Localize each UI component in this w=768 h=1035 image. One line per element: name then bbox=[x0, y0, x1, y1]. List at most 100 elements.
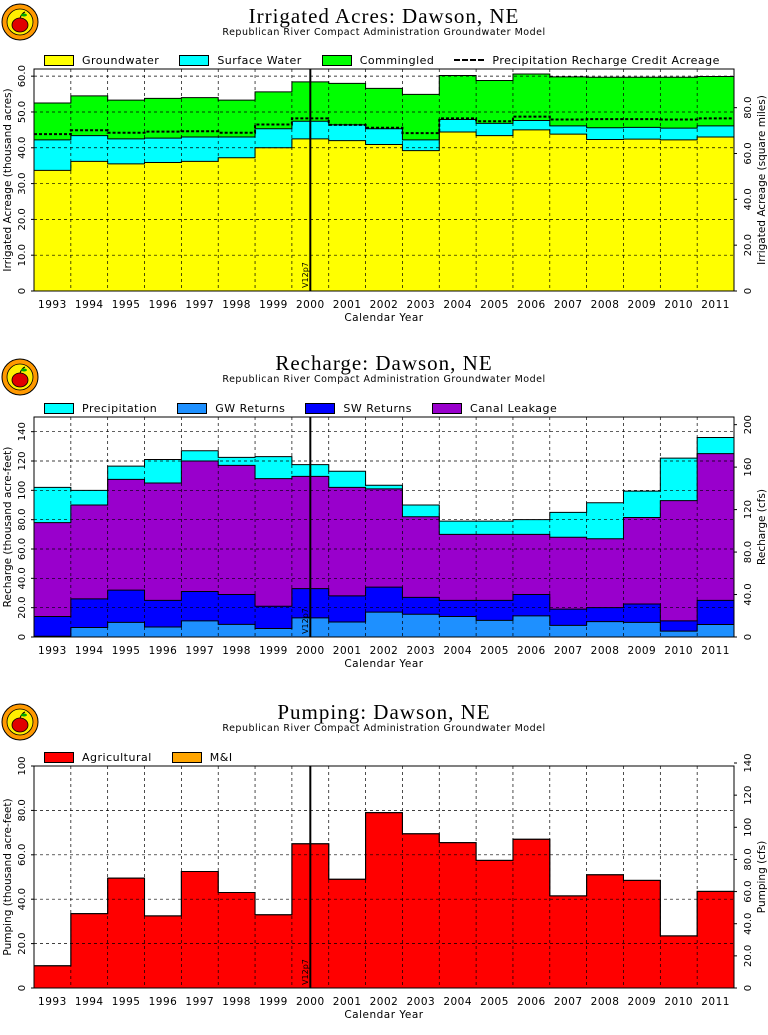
x-tick-label: 2002 bbox=[370, 645, 399, 657]
x-tick-label: 2002 bbox=[370, 299, 399, 311]
legend-swatch bbox=[177, 402, 208, 414]
series-outline bbox=[34, 812, 734, 967]
bar-segment bbox=[512, 74, 551, 121]
legend-label: GW Returns bbox=[215, 401, 286, 415]
bar-segment bbox=[623, 880, 661, 988]
bar-segment bbox=[365, 485, 403, 489]
apple-logo-icon bbox=[1, 703, 39, 741]
bar-segment bbox=[476, 80, 514, 124]
x-tick-label: 2007 bbox=[554, 996, 583, 1008]
bar-segment bbox=[512, 120, 551, 130]
bar-segment bbox=[623, 139, 661, 291]
legend-label: Commingled bbox=[359, 53, 435, 67]
apple-logo-icon bbox=[1, 358, 39, 396]
y2-tick-label: 40.0 bbox=[743, 913, 754, 935]
irrigated-acres-chart: 0 10.0 20.0 30.0 40.0 50.0 60.0 0 20.0 40.0 60.0 80… bbox=[2, 65, 768, 324]
bar-segment bbox=[181, 137, 219, 162]
bar-segment bbox=[34, 170, 72, 291]
bar-segment bbox=[660, 128, 698, 140]
bar-segment bbox=[328, 471, 366, 488]
y2-axis-label: Irrigated Acreage (square miles) bbox=[756, 95, 768, 265]
x-tick-label: 2007 bbox=[554, 299, 583, 311]
bar-segment bbox=[181, 461, 219, 592]
bar-segment bbox=[439, 600, 477, 617]
bar-segment bbox=[255, 456, 293, 479]
bar-segment bbox=[328, 124, 366, 141]
x-tick-label: 2005 bbox=[480, 645, 509, 657]
y2-tick-label: 60.0 bbox=[743, 880, 754, 902]
bar-segment bbox=[476, 123, 514, 136]
legend-item-mi: M&I bbox=[171, 751, 233, 764]
recharge-chart: 0 20.0 40.0 60.0 80.0 100 120 140 0 40.0 80.0 120 16… bbox=[2, 415, 768, 670]
bar-segment bbox=[328, 83, 366, 125]
pumping-chart: 0 20.0 40.0 60.0 80.0 100 0 20.0 40.0 60.0 80.0 100… bbox=[2, 753, 768, 1021]
legend-label: Groundwater bbox=[82, 53, 160, 67]
bar-segment bbox=[697, 437, 735, 454]
y2-tick-label: 0 bbox=[743, 985, 754, 991]
x-tick-label: 1995 bbox=[112, 996, 141, 1008]
x-tick-label: 2006 bbox=[517, 645, 546, 657]
x-tick-label: 2009 bbox=[628, 996, 657, 1008]
x-tick-label: 2005 bbox=[480, 299, 509, 311]
bar-segment bbox=[70, 913, 109, 988]
x-tick-label: 2000 bbox=[296, 645, 325, 657]
bar-segment bbox=[181, 591, 219, 621]
bar-segment bbox=[218, 465, 256, 595]
x-tick-label: 1999 bbox=[259, 299, 288, 311]
chart-title: Irrigated Acres: Dawson, NE bbox=[248, 4, 520, 28]
bar-segment bbox=[144, 138, 182, 163]
x-tick-label: 2010 bbox=[664, 645, 693, 657]
bar-segment bbox=[549, 512, 588, 538]
bar-segment bbox=[402, 150, 440, 291]
model-marker-label: V12p7 bbox=[301, 262, 310, 288]
legend-swatch bbox=[179, 54, 210, 66]
y-axis-label: Pumping (thousand acre-feet) bbox=[2, 798, 14, 955]
series-outline bbox=[34, 129, 734, 171]
bar-segment bbox=[697, 125, 735, 138]
x-tick-label: 2011 bbox=[701, 645, 730, 657]
x-tick-label: 1993 bbox=[38, 996, 67, 1008]
y-tick-label: 60.0 bbox=[17, 65, 28, 87]
legend-swatch bbox=[44, 751, 74, 763]
legend-swatch bbox=[321, 54, 352, 66]
bar-segment bbox=[623, 622, 661, 637]
bar-segment bbox=[439, 132, 477, 291]
bar-segment bbox=[402, 516, 440, 598]
x-tick-label: 1998 bbox=[222, 299, 251, 311]
y2-tick-label: 140 bbox=[743, 753, 754, 772]
bar-segment bbox=[255, 128, 293, 148]
bar-segment bbox=[255, 606, 293, 629]
x-tick-label: 2002 bbox=[370, 996, 399, 1008]
x-tick-label: 1997 bbox=[185, 645, 214, 657]
bar-segment bbox=[623, 604, 661, 623]
y-tick-label: 60.0 bbox=[17, 538, 28, 560]
bar-segment bbox=[181, 871, 219, 988]
legend-dash bbox=[454, 59, 485, 61]
bar-segment bbox=[439, 521, 477, 535]
legend-swatch bbox=[432, 402, 462, 414]
y-tick-label: 30.0 bbox=[17, 172, 28, 194]
bar-segment bbox=[365, 144, 403, 291]
bar-segment bbox=[586, 607, 624, 622]
legend-item-commingled: Commingled bbox=[321, 53, 435, 67]
bar-segment bbox=[660, 500, 698, 621]
x-tick-label: 2000 bbox=[296, 996, 325, 1008]
plot-frame bbox=[33, 765, 735, 989]
bar-segment bbox=[439, 616, 477, 637]
y-tick-label: 20.0 bbox=[17, 208, 28, 230]
bar-segment bbox=[549, 537, 588, 610]
y2-tick-label: 120 bbox=[743, 500, 754, 519]
x-tick-label: 1999 bbox=[259, 996, 288, 1008]
legend-label: Surface Water bbox=[217, 53, 302, 67]
x-tick-label: 2009 bbox=[628, 299, 657, 311]
bar-segment bbox=[218, 624, 256, 637]
x-tick-label: 1998 bbox=[222, 996, 251, 1008]
y-tick-label: 40.0 bbox=[17, 888, 28, 910]
legend-label: Agricultural bbox=[82, 750, 152, 764]
x-tick-label: 2008 bbox=[591, 645, 620, 657]
legend-label: Precipitation bbox=[82, 401, 158, 415]
bar-segment bbox=[586, 77, 624, 128]
y-tick-label: 140 bbox=[17, 422, 28, 441]
x-tick-label: 2003 bbox=[406, 645, 435, 657]
bar-segment bbox=[549, 895, 588, 988]
